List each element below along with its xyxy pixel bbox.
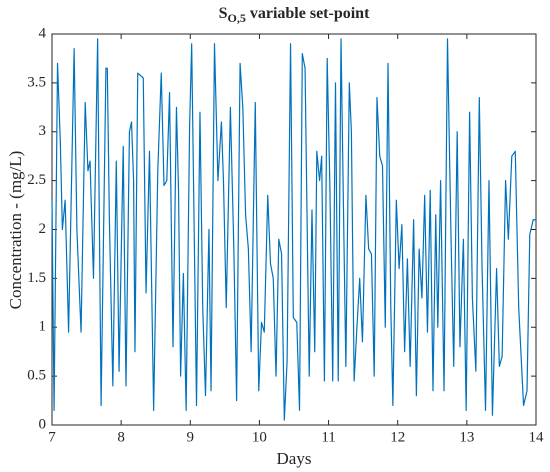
data-line: [51, 38, 536, 421]
y-tick-label: 2.5: [27, 172, 46, 188]
x-tick-label: 9: [187, 429, 195, 445]
x-tick-label: 7: [48, 429, 56, 445]
y-tick-label: 0.5: [27, 368, 46, 384]
y-tick-label: 3: [39, 123, 47, 139]
chart-title: SO,5 variable set-point: [219, 5, 370, 25]
x-tick-label: 14: [529, 429, 545, 445]
x-tick-label: 13: [459, 429, 474, 445]
x-axis-label: Days: [277, 449, 312, 468]
x-tick-label: 11: [321, 429, 335, 445]
y-tick-label: 0: [39, 416, 47, 432]
y-tick-label: 2: [39, 221, 47, 237]
y-tick-label: 4: [39, 25, 47, 41]
x-tick-label: 12: [390, 429, 405, 445]
x-tick-label: 10: [252, 429, 267, 445]
y-tick-label: 3.5: [27, 74, 46, 90]
y-tick-label: 1: [39, 319, 47, 335]
x-tick-label: 8: [117, 429, 125, 445]
title-part: variable set-point: [246, 5, 370, 22]
y-tick-label: 1.5: [27, 270, 46, 286]
title-part: S: [219, 5, 228, 22]
y-axis-label: Concentration - (mg/L): [6, 151, 25, 310]
title-subscript: O,5: [228, 11, 246, 25]
